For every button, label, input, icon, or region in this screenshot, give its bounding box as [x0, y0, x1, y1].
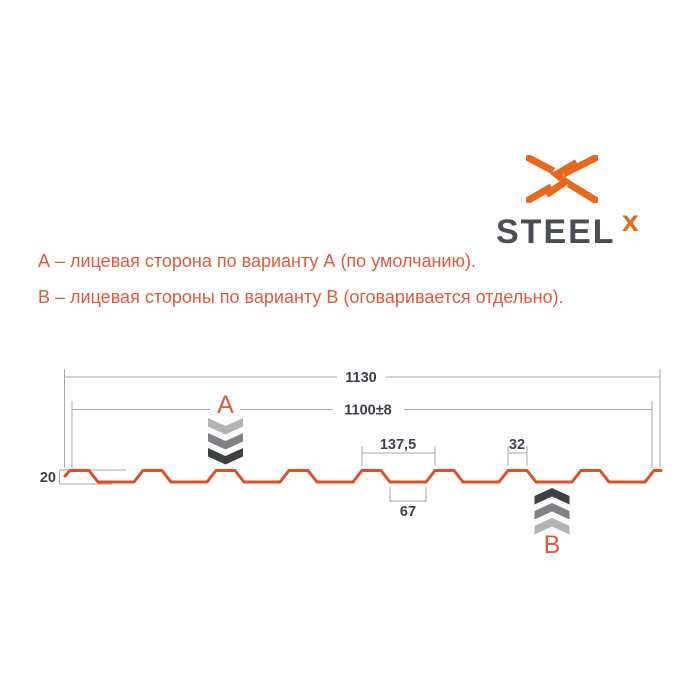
marker-a-label: А: [217, 391, 234, 419]
dim-value-1100: 1100±8: [344, 403, 391, 419]
dim-value-ribtop: 32: [509, 437, 525, 453]
dim-value-valley: 67: [400, 504, 416, 520]
marker-b-label: В: [544, 531, 561, 559]
chevron-down-icon: [208, 448, 243, 465]
brand-wordmark: STEEL: [496, 213, 696, 252]
chevron-down-icon: [208, 418, 243, 435]
steelx-logo-icon: [526, 155, 598, 203]
chevron-up-icon: [534, 488, 570, 505]
dim-overall-width: 1130: [64, 370, 660, 386]
dim-rib-top: 32: [507, 437, 528, 466]
brand-text: STEEL: [496, 213, 616, 251]
dim-value-height: 20: [40, 470, 56, 486]
note-variant-a: А – лицевая сторона по варианту А (по ум…: [38, 251, 476, 271]
logo-arm-bottom-right: [566, 180, 598, 203]
brand-sup-x: x: [622, 205, 639, 238]
chevron-up-icon: [534, 503, 570, 520]
dim-height: 20: [40, 469, 126, 486]
note-variant-b: В – лицевая стороны по варианту В (огова…: [38, 287, 564, 307]
logo-arm-bottom-left: [526, 183, 554, 203]
sheet-profile-line: [63, 469, 663, 484]
dim-value-pitch: 137,5: [380, 437, 416, 453]
logo-center-s: [544, 159, 579, 198]
dim-value-1130: 1130: [345, 370, 376, 386]
marker-b: В: [534, 488, 570, 559]
extension-lines: [64, 369, 661, 468]
logo-arm-top-right: [561, 155, 598, 178]
profile-drawing: 1130 1100±8 137,5 32 67: [40, 369, 663, 559]
dim-rib-pitch: 137,5: [361, 437, 436, 466]
marker-a: А: [208, 391, 243, 465]
dim-working-width: 1100±8: [72, 403, 652, 419]
chevron-down-icon: [208, 433, 243, 450]
dim-valley: 67: [389, 487, 427, 520]
chevron-up-icon: [534, 518, 570, 535]
logo-arm-top-left: [526, 155, 556, 175]
